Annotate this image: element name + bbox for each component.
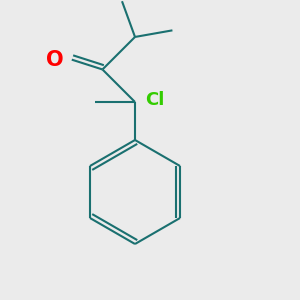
Text: O: O	[46, 50, 64, 70]
Text: Cl: Cl	[145, 91, 164, 109]
